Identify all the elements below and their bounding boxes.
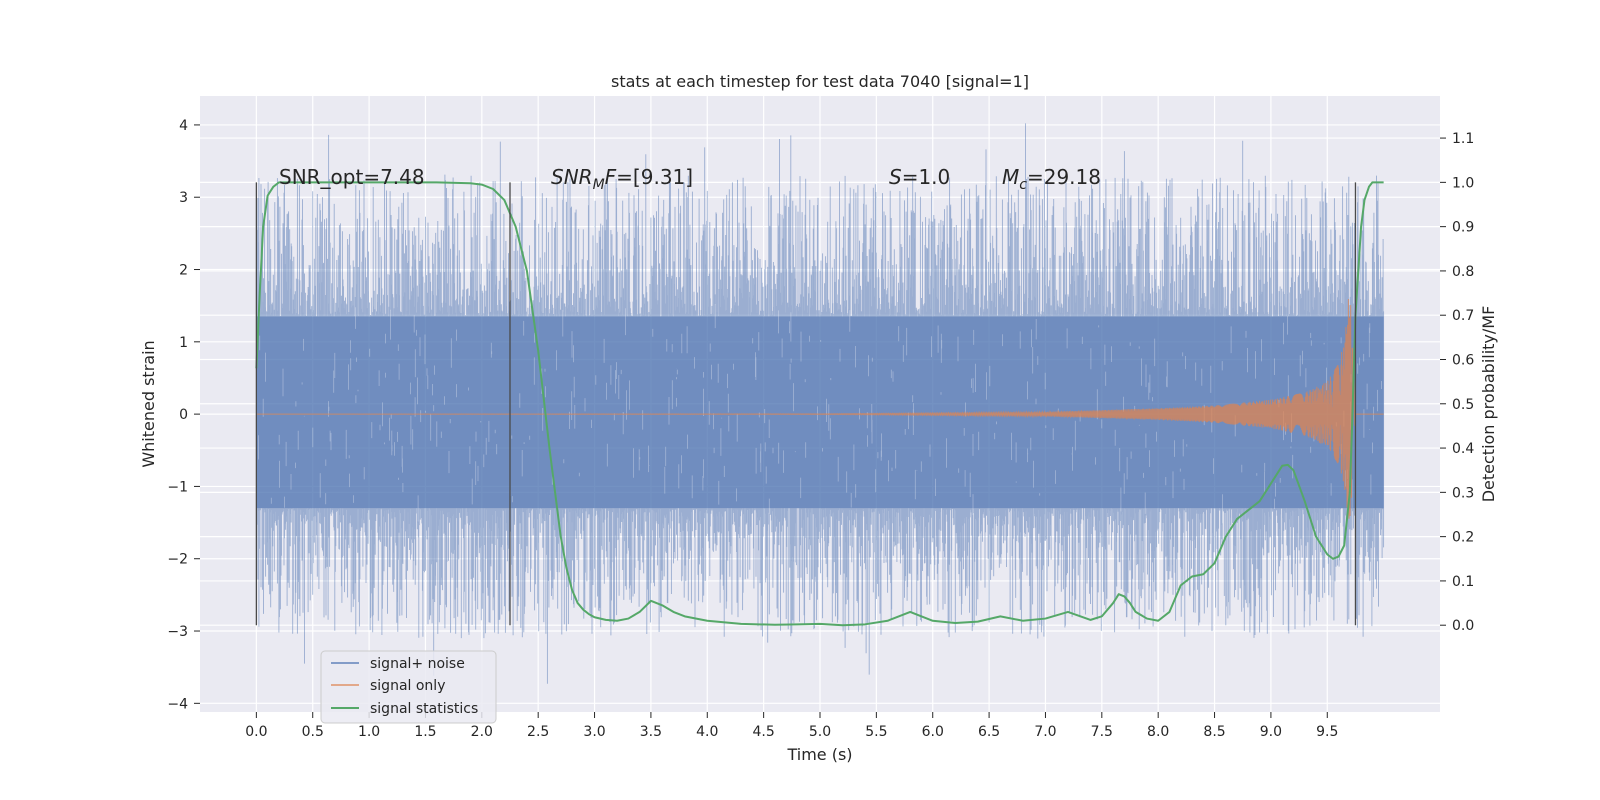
x-tick-label: 1.0 xyxy=(358,724,380,740)
y-right-tick-label: 0.1 xyxy=(1452,574,1474,590)
vertical-markers xyxy=(255,182,1357,626)
x-tick-label: 5.5 xyxy=(865,724,887,740)
y-right-tick-label: 0.4 xyxy=(1452,441,1474,457)
y-right-tick-label: 0.7 xyxy=(1452,308,1474,324)
annotations: SNR_opt=7.48 SNRMF=[9.31] S=1.0 Mc=29.18 xyxy=(279,165,1101,193)
x-tick-label: 5.0 xyxy=(809,724,831,740)
y-right-axis-label: Detection probability/MF xyxy=(1479,306,1498,503)
x-tick-label: 9.0 xyxy=(1260,724,1282,740)
y-right-tick-label: 0.3 xyxy=(1452,485,1474,501)
y-right-tick-label: 1.0 xyxy=(1452,175,1474,191)
y-right-tick-label: 0.6 xyxy=(1452,352,1474,368)
x-tick-label: 6.5 xyxy=(978,724,1000,740)
y-right-tick-label: 0.8 xyxy=(1452,264,1474,280)
y-right-tick-label: 0.9 xyxy=(1452,220,1474,236)
y-tick-label: 2 xyxy=(179,263,188,279)
x-axis-label: Time (s) xyxy=(786,745,852,764)
y-tick-label: 1 xyxy=(179,335,188,351)
x-tick-label: 4.0 xyxy=(696,724,718,740)
s-annotation: S=1.0 xyxy=(889,165,950,189)
x-tick-label: 0.0 xyxy=(245,724,267,740)
signal-statistics-series xyxy=(255,181,1384,627)
y-right-tick-label: 0.0 xyxy=(1452,618,1474,634)
legend-box xyxy=(320,650,497,724)
legend-label-signal-noise: signal+ noise xyxy=(370,656,465,672)
y-tick-label: −4 xyxy=(167,696,188,712)
x-tick-label: 2.0 xyxy=(471,724,493,740)
y-tick-label: 0 xyxy=(179,407,188,423)
y-tick-label: −3 xyxy=(167,624,188,640)
legend-label-signal-statistics: signal statistics xyxy=(370,701,478,717)
x-tick-label: 7.0 xyxy=(1034,724,1056,740)
signal-statistics-line xyxy=(255,181,1384,627)
y-axis-label: Whitened strain xyxy=(139,340,158,467)
axis-ticks: 0.0 0.5 1.0 1.5 2.0 2.5 3.0 3.5 4.0 4.5 5.0 5.5 6.0 6… xyxy=(167,118,1474,740)
x-tick-label: 3.0 xyxy=(583,724,605,740)
x-tick-label: 8.5 xyxy=(1203,724,1225,740)
y-right-tick-label: 1.1 xyxy=(1452,131,1474,147)
snr-mf-annotation: SNRMF=[9.31] xyxy=(551,165,693,193)
snr-opt-annotation: SNR_opt=7.48 xyxy=(279,165,425,189)
y-right-tick-label: 0.5 xyxy=(1452,397,1474,413)
chart-title: stats at each timestep for test data 704… xyxy=(611,72,1029,91)
signal-only-line xyxy=(256,298,1384,519)
x-tick-label: 0.5 xyxy=(302,724,324,740)
x-tick-label: 1.5 xyxy=(414,724,436,740)
y-tick-label: −1 xyxy=(167,479,188,495)
y-tick-label: −2 xyxy=(167,552,188,568)
x-tick-label: 8.0 xyxy=(1147,724,1169,740)
x-tick-label: 9.5 xyxy=(1316,724,1338,740)
mc-annotation: Mc=29.18 xyxy=(1002,165,1101,193)
y-tick-label: 3 xyxy=(179,190,188,206)
x-tick-label: 7.5 xyxy=(1091,724,1113,740)
signal-only-series xyxy=(256,298,1384,519)
y-right-tick-label: 0.2 xyxy=(1452,530,1474,546)
x-tick-label: 2.5 xyxy=(527,724,549,740)
x-tick-label: 3.5 xyxy=(640,724,662,740)
x-tick-label: 4.5 xyxy=(753,724,775,740)
x-tick-label: 6.0 xyxy=(922,724,944,740)
legend-label-signal-only: signal only xyxy=(370,678,445,694)
y-tick-label: 4 xyxy=(179,118,188,134)
legend: signal+ noise signal only signal statist… xyxy=(320,650,497,724)
